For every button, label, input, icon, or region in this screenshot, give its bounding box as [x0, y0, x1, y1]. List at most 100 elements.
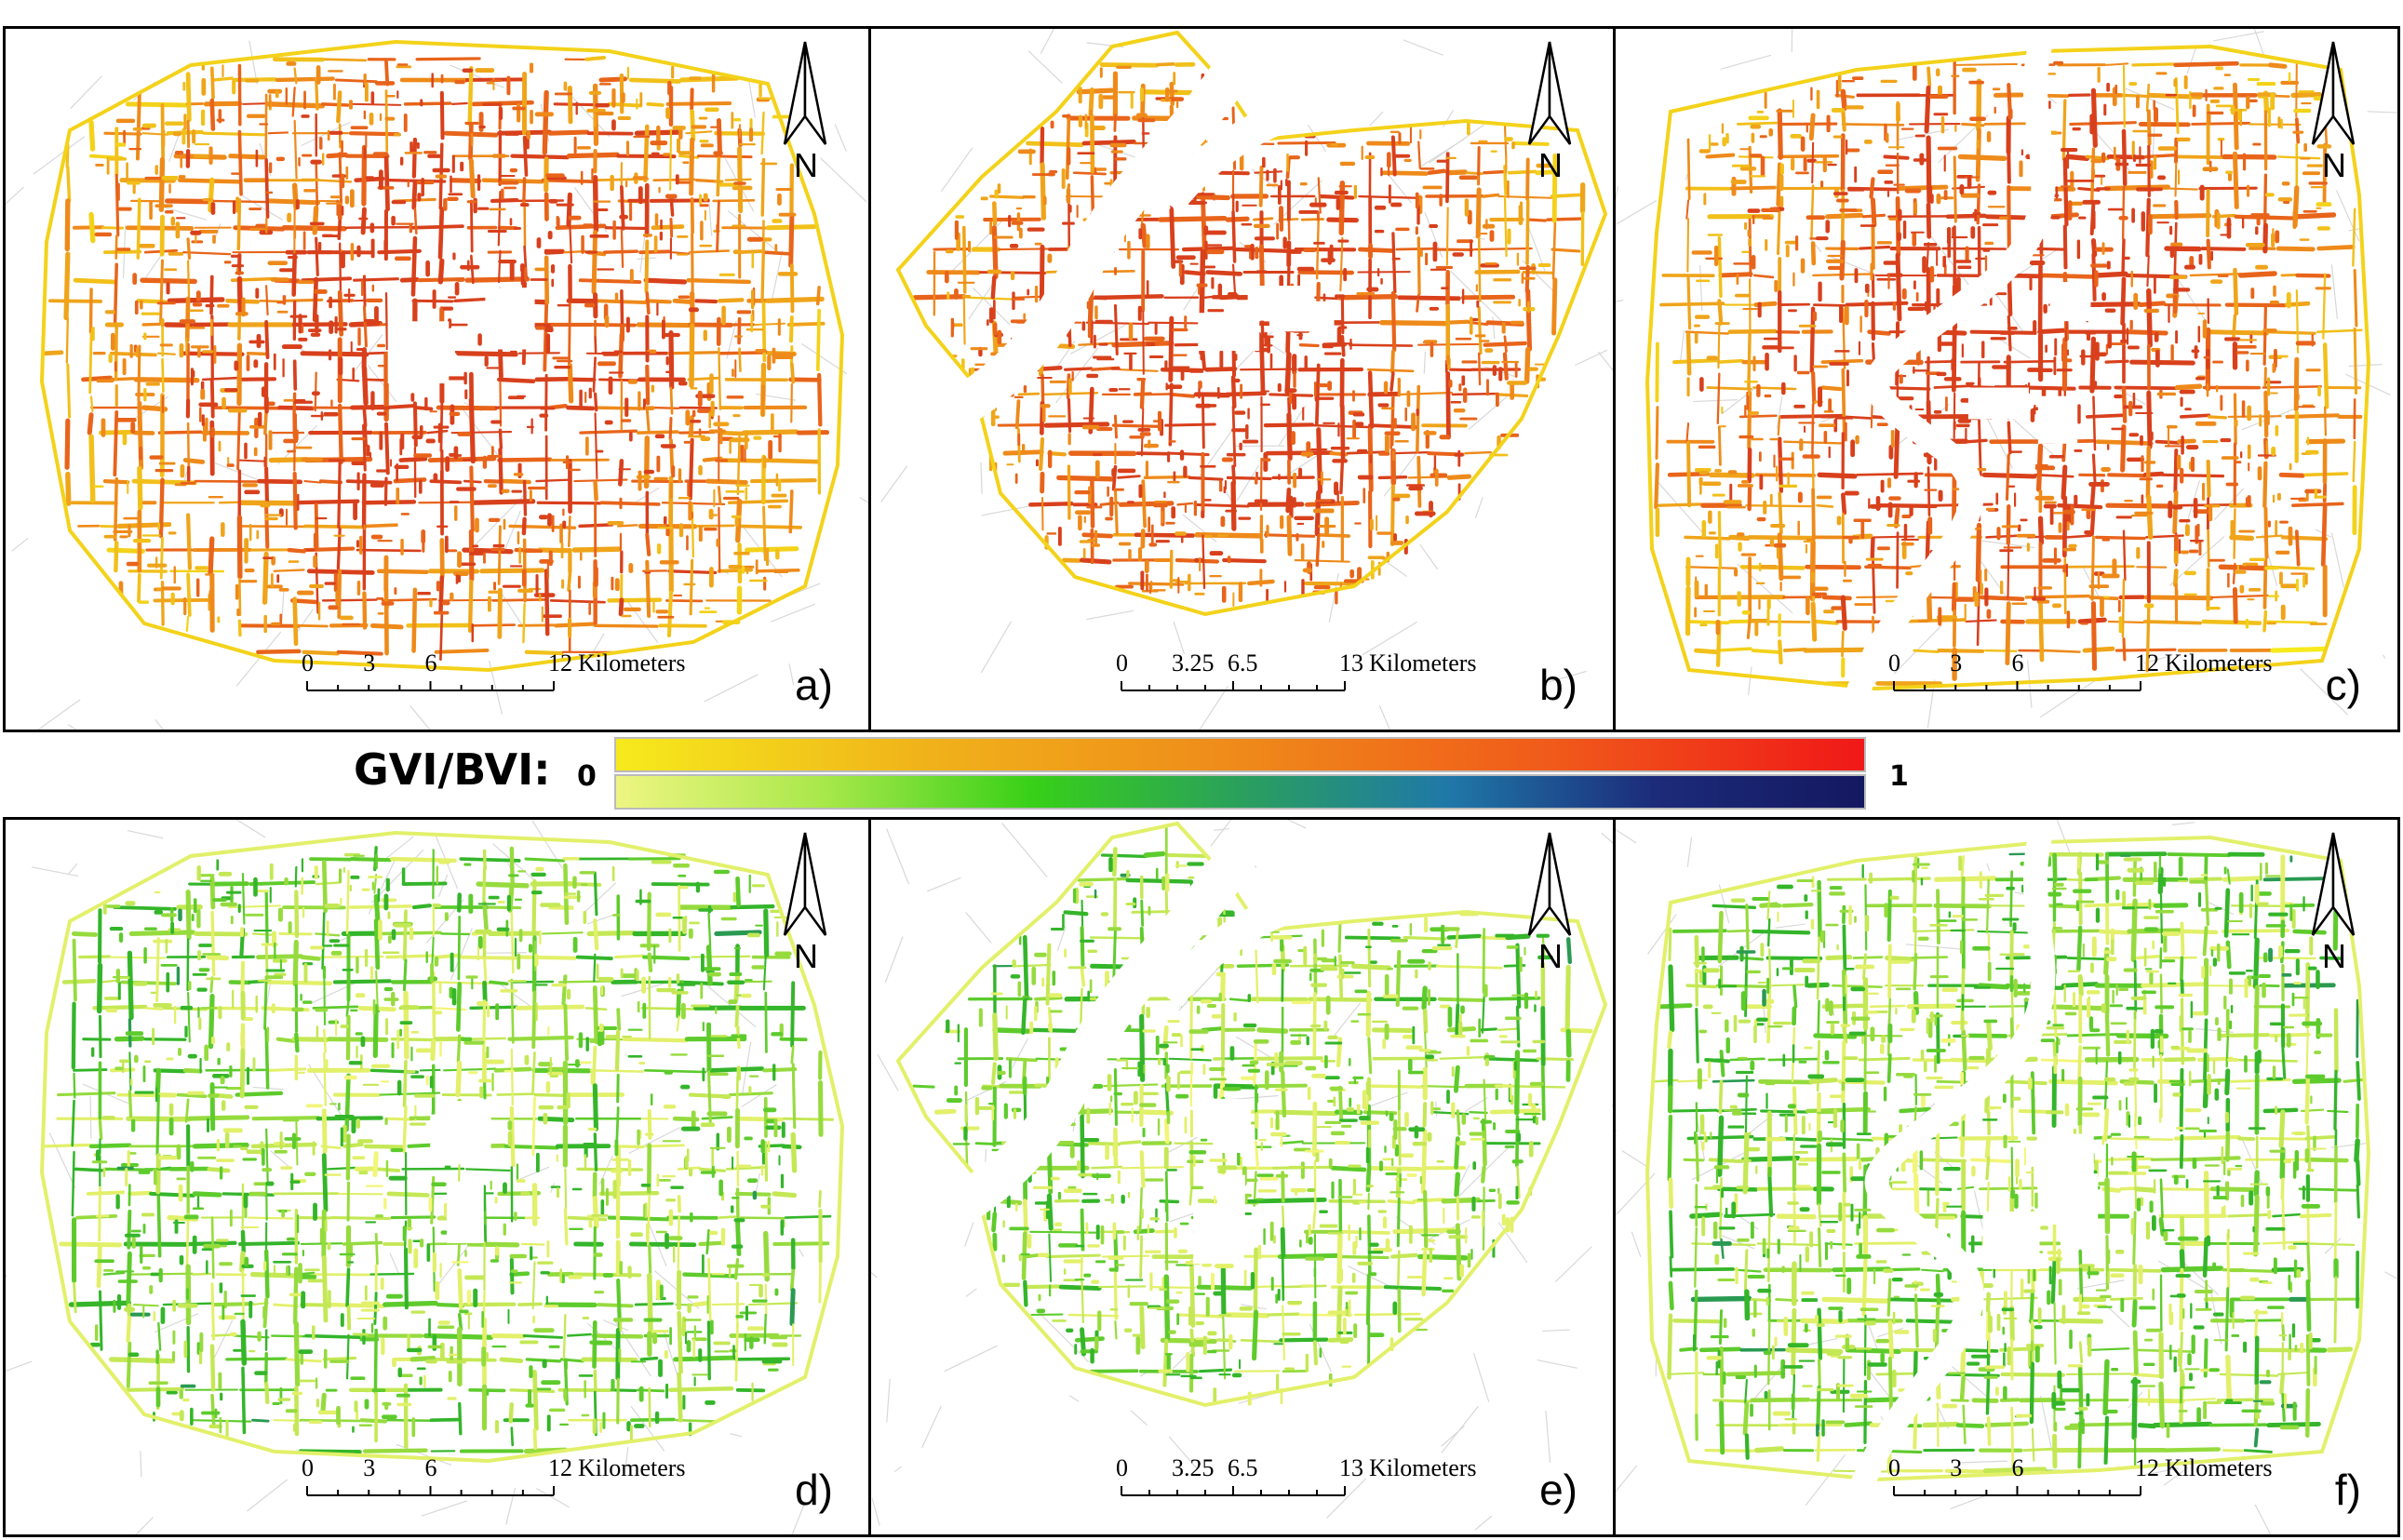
scale-tick-label: 6.5 — [1228, 1454, 1258, 1481]
scale-unit-label: Kilometers — [2165, 1454, 2273, 1481]
panel-label: f) — [2334, 1466, 2361, 1514]
panel-label: e) — [1539, 1466, 1577, 1514]
top-divider-2 — [1613, 26, 1616, 732]
road-segments — [912, 61, 1586, 607]
top-divider-1 — [868, 26, 871, 732]
scale-tick-label: 6 — [424, 1454, 437, 1481]
map-panel-c: N 0 3 6 12 Kilometers c) — [1615, 28, 2398, 730]
road-network-map — [1615, 28, 2398, 730]
scale-tick-label: 0 — [1116, 1454, 1128, 1481]
bottom-divider-1 — [868, 817, 871, 1537]
top-row-frame — [3, 26, 2400, 732]
ring-road — [39, 39, 845, 673]
scale-tick-label: 0 — [302, 649, 314, 676]
scale-unit-label: Kilometers — [578, 649, 686, 676]
north-arrow-icon — [783, 41, 827, 145]
road-segments — [42, 846, 834, 1454]
blank-patch — [1982, 1211, 2040, 1269]
scale-tick-label: 3 — [1950, 1454, 1963, 1481]
bottom-divider-2 — [1613, 817, 1616, 1537]
road-network-map — [870, 28, 1614, 730]
road-network-map — [5, 819, 845, 1535]
ring-road — [1645, 44, 2371, 691]
map-panel-a: N 0 3 6 12 Kilometers a) — [5, 28, 870, 730]
map-panel-e: N 0 3.25 6.5 13 Kilometers e) — [870, 819, 1615, 1535]
north-arrow-icon — [783, 832, 827, 936]
scale-bar — [1893, 681, 2141, 691]
scale-tick-label: 12 — [2135, 1454, 2159, 1481]
river — [870, 28, 1276, 469]
map-panel-f: N 0 3 6 12 Kilometers f) — [1615, 819, 2398, 1535]
scale-bar — [306, 1486, 555, 1496]
north-arrow-icon — [1527, 41, 1572, 145]
road-segments — [1654, 60, 2363, 686]
river — [1837, 819, 2058, 1535]
panel-label: a) — [795, 661, 833, 709]
blank-patch — [387, 321, 450, 384]
panel-label: d) — [795, 1466, 833, 1514]
river — [870, 819, 1276, 1268]
scale-tick-label: 6 — [2011, 1454, 2024, 1481]
scale-tick-label: 0 — [302, 1454, 314, 1481]
road-segments — [43, 55, 830, 662]
river — [1837, 28, 2058, 730]
scale-tick-label: 0 — [1888, 1454, 1900, 1481]
legend-title: GVI/BVI: — [354, 744, 551, 795]
road-segments — [1653, 851, 2365, 1477]
scale-tick-label: 6 — [2011, 649, 2024, 676]
blank-patch — [2037, 395, 2078, 444]
river-branch — [1155, 870, 1601, 1008]
scale-tick-label: 3 — [363, 1454, 376, 1481]
north-letter: N — [2322, 937, 2346, 975]
road-network-map — [870, 819, 1615, 1531]
blank-patch — [430, 1114, 467, 1156]
scale-unit-label: Kilometers — [1369, 649, 1477, 676]
blank-patch — [446, 1181, 484, 1243]
map-panel-d: N 0 3 6 12 Kilometers d) — [5, 819, 870, 1535]
map-panel-b: N 0 3.25 6.5 13 Kilometers b) — [870, 28, 1615, 730]
scale-tick-label: 0 — [1116, 649, 1128, 676]
ring-road — [895, 30, 1608, 617]
north-letter: N — [2322, 146, 2346, 184]
bvi-color-ramp — [614, 737, 1866, 772]
scale-tick-label: 3.25 — [1172, 649, 1215, 676]
north-arrow-icon — [2311, 41, 2356, 145]
legend-max-label: 1 — [1889, 760, 1909, 793]
scale-unit-label: Kilometers — [578, 1454, 686, 1481]
scale-tick-label: 12 — [548, 1454, 572, 1481]
scale-tick-label: 6 — [424, 649, 437, 676]
ring-road — [895, 821, 1608, 1408]
north-arrow-icon — [1527, 832, 1572, 936]
scale-unit-label: Kilometers — [2165, 649, 2273, 676]
scale-tick-label: 0 — [1888, 649, 1900, 676]
blank-patch — [1269, 301, 1335, 332]
north-letter: N — [1538, 146, 1563, 184]
scale-tick-label: 3.25 — [1172, 1454, 1215, 1481]
scale-tick-label: 6.5 — [1228, 649, 1258, 676]
background-roads — [5, 40, 870, 730]
scale-tick-label: 12 — [548, 649, 572, 676]
background-roads — [880, 28, 1614, 730]
legend-min-label: 0 — [577, 760, 597, 793]
road-network-map — [1615, 819, 2398, 1535]
scale-unit-label: Kilometers — [1369, 1454, 1477, 1481]
scale-tick-label: 12 — [2135, 649, 2159, 676]
north-arrow-icon — [2311, 832, 2356, 936]
north-letter: N — [794, 146, 818, 184]
north-letter: N — [794, 937, 818, 975]
scale-tick-label: 3 — [1950, 649, 1963, 676]
road-segments — [912, 826, 1593, 1406]
north-letter: N — [1538, 937, 1563, 975]
scale-bar — [306, 681, 555, 691]
panel-label: b) — [1539, 661, 1577, 709]
scale-bar — [1121, 681, 1346, 691]
blank-patch — [485, 288, 535, 350]
panel-label: c) — [2325, 661, 2361, 709]
scale-tick-label: 13 — [1339, 649, 1363, 676]
blank-patch — [1213, 1098, 1252, 1154]
scale-tick-label: 13 — [1339, 1454, 1363, 1481]
bottom-row-frame — [3, 817, 2400, 1537]
ring-road — [1645, 835, 2371, 1482]
blank-patch — [2049, 282, 2091, 322]
scale-bar — [1893, 1486, 2141, 1496]
